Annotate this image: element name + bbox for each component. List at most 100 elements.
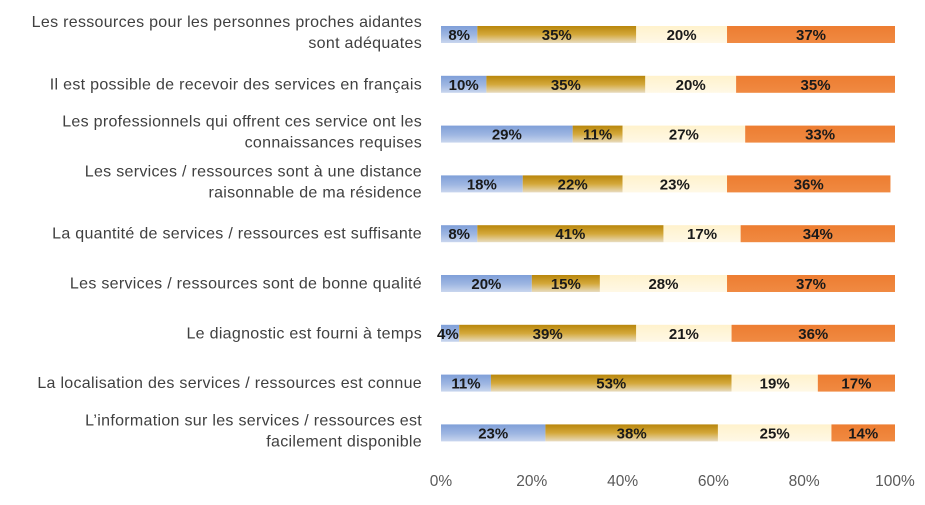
- data-label: 20%: [471, 276, 501, 293]
- data-label: 53%: [596, 376, 626, 393]
- bar-segment: [622, 175, 728, 193]
- category-label: Les ressources pour les personnes proche…: [32, 14, 422, 52]
- bar-segment: [727, 26, 895, 43]
- category-label: Les services / ressources sont à une dis…: [85, 163, 422, 201]
- bar-segment: [441, 75, 487, 93]
- category-label: Le diagnostic est fourni à temps: [186, 325, 422, 342]
- bar-segment: [645, 75, 737, 93]
- data-label: 33%: [805, 127, 835, 144]
- data-label: 27%: [669, 127, 699, 144]
- data-label: 11%: [583, 127, 612, 144]
- data-label: 4%: [437, 326, 459, 343]
- bar-segment: [545, 424, 718, 442]
- category-label-line: Il est possible de recevoir des services…: [50, 76, 422, 93]
- data-label: 8%: [448, 226, 470, 243]
- bar-segment: [486, 75, 646, 93]
- bar-segment: [441, 424, 546, 442]
- bar-segment: [441, 26, 478, 43]
- data-label: 37%: [796, 27, 826, 44]
- category-label-line: Le diagnostic est fourni à temps: [186, 325, 422, 342]
- data-label: 15%: [551, 276, 581, 293]
- data-label: 35%: [551, 77, 581, 94]
- bar-segment: [572, 125, 623, 143]
- bar-segment: [636, 26, 728, 43]
- data-label: 29%: [492, 127, 522, 144]
- bar-segment: [522, 175, 623, 193]
- category-label-line: Les services / ressources sont à une dis…: [85, 163, 422, 180]
- bar-segment: [459, 324, 637, 342]
- category-label-line: connaissances requises: [245, 135, 422, 152]
- x-tick-label: 60%: [698, 473, 729, 490]
- bar-segment: [441, 175, 523, 193]
- category-label: Les professionnels qui offrent ces servi…: [62, 114, 422, 152]
- data-label: 14%: [848, 425, 878, 442]
- bar-segment: [731, 324, 895, 342]
- category-label-line: L’information sur les services / ressour…: [85, 412, 422, 429]
- data-label: 18%: [467, 176, 497, 193]
- category-label-line: facilement disponible: [266, 433, 422, 450]
- bars-layer: [441, 26, 895, 442]
- bar-segment: [740, 225, 895, 243]
- data-label: 37%: [796, 276, 826, 293]
- bar-segment: [727, 175, 891, 193]
- x-axis-ticks-layer: 0% 20% 40% 60% 80% 100%: [430, 473, 915, 490]
- data-label: 35%: [542, 27, 572, 44]
- category-label: Il est possible de recevoir des services…: [50, 76, 422, 93]
- x-tick-label: 20%: [516, 473, 547, 490]
- data-label: 17%: [841, 376, 871, 393]
- category-label: La quantité de services / ressources est…: [52, 226, 422, 243]
- data-labels-layer: 8% 35% 20% 37% 10% 35% 20% 35% 29% 11% 27% 33% 18% 22…: [437, 27, 878, 442]
- bar-segment: [736, 75, 895, 93]
- data-label: 8%: [448, 27, 470, 44]
- data-label: 41%: [555, 226, 585, 243]
- bar-segment: [727, 275, 895, 292]
- bar-segment: [636, 324, 732, 342]
- data-label: 38%: [617, 425, 647, 442]
- category-label-line: La quantité de services / ressources est…: [52, 226, 422, 243]
- x-tick-label: 40%: [607, 473, 638, 490]
- data-label: 36%: [794, 176, 824, 193]
- bar-segment: [622, 125, 746, 143]
- data-label: 25%: [760, 425, 790, 442]
- data-label: 34%: [803, 226, 833, 243]
- bar-segment: [817, 374, 895, 392]
- data-label: 22%: [558, 176, 588, 193]
- bar-segment: [663, 225, 741, 243]
- category-label-line: Les services / ressources sont de bonne …: [70, 276, 422, 293]
- bar-segment: [441, 324, 460, 342]
- data-label: 23%: [660, 176, 690, 193]
- data-label: 11%: [451, 376, 480, 393]
- category-label-line: Les professionnels qui offrent ces servi…: [62, 114, 422, 131]
- data-label: 39%: [533, 326, 563, 343]
- bar-segment: [441, 275, 532, 292]
- category-label: L’information sur les services / ressour…: [85, 412, 422, 450]
- bar-segment: [477, 26, 637, 43]
- category-label: Les services / ressources sont de bonne …: [70, 276, 422, 293]
- bar-segment: [599, 275, 728, 292]
- x-tick-label: 100%: [875, 473, 915, 490]
- bar-segment: [717, 424, 832, 442]
- data-label: 20%: [667, 27, 697, 44]
- data-label: 23%: [478, 425, 508, 442]
- data-label: 36%: [798, 326, 828, 343]
- data-label: 21%: [669, 326, 699, 343]
- category-label-line: sont adéquates: [308, 35, 422, 52]
- bar-segment: [531, 275, 600, 292]
- bar-segment: [441, 374, 491, 392]
- bar-segment: [477, 225, 664, 243]
- bar-segment: [490, 374, 732, 392]
- x-tick-label: 80%: [789, 473, 820, 490]
- bar-segment: [831, 424, 895, 442]
- category-label-line: Les ressources pour les personnes proche…: [32, 14, 422, 31]
- bar-segment: [745, 125, 895, 143]
- category-label: La localisation des services / ressource…: [37, 375, 422, 392]
- x-tick-label: 0%: [430, 473, 453, 490]
- data-label: 20%: [676, 77, 706, 94]
- data-label: 19%: [760, 376, 790, 393]
- category-label-line: La localisation des services / ressource…: [37, 375, 422, 392]
- data-label: 28%: [648, 276, 678, 293]
- data-label: 17%: [687, 226, 717, 243]
- bar-segment: [441, 125, 573, 143]
